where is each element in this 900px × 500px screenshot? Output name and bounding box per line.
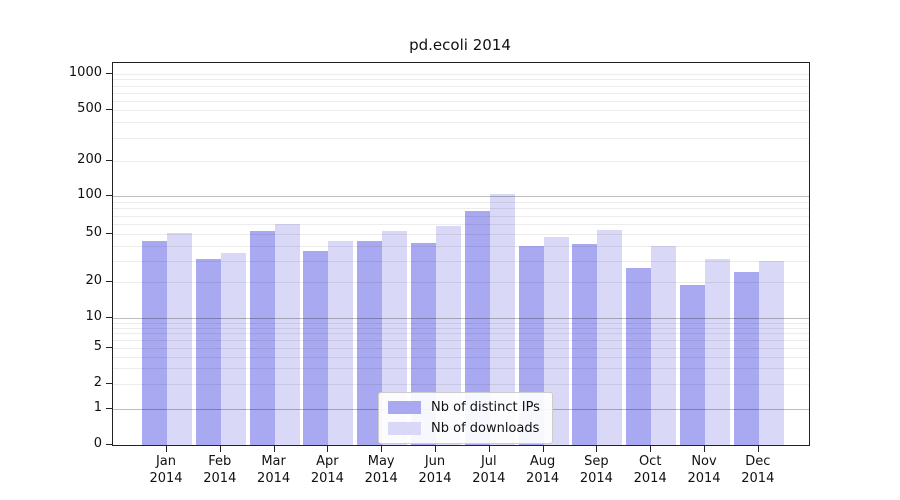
bar-feb-downloads xyxy=(220,252,246,445)
y-tick-mark xyxy=(106,317,112,318)
x-tick-mark xyxy=(596,446,598,452)
y-tick-mark xyxy=(106,160,112,161)
plot-area: Nb of distinct IPs Nb of downloads xyxy=(112,62,810,446)
x-tick-mark xyxy=(757,446,759,452)
y-tick-label: 100 xyxy=(77,187,102,202)
gridline-800 xyxy=(113,85,809,87)
bar-sep-ips xyxy=(572,244,598,445)
chart-title: pd.ecoli 2014 xyxy=(409,36,511,54)
x-tick-label-oct: Oct 2014 xyxy=(633,454,667,486)
gridline-200 xyxy=(113,161,809,162)
x-tick-mark xyxy=(542,446,544,452)
y-tick-label: 1 xyxy=(93,400,102,415)
bar-oct-downloads xyxy=(651,245,677,445)
y-tick-label: 50 xyxy=(85,225,102,240)
y-tick-mark xyxy=(106,233,112,234)
bar-dec-downloads xyxy=(758,260,784,445)
y-tick-label: 500 xyxy=(77,101,102,116)
gridline-40 xyxy=(113,245,809,247)
y-tick-label: 1000 xyxy=(68,65,102,80)
x-tick-mark xyxy=(166,446,167,452)
x-tick-label-jun: Jun 2014 xyxy=(418,454,452,486)
bar-apr-downloads xyxy=(328,240,354,445)
bar-jan-ips xyxy=(142,240,167,445)
bar-oct-ips xyxy=(626,268,652,445)
y-tick-mark xyxy=(106,383,112,384)
x-tick-label-dec: Dec 2014 xyxy=(741,454,775,486)
x-tick-label-aug: Aug 2014 xyxy=(526,454,560,486)
gridline-70 xyxy=(113,215,809,217)
x-tick-mark xyxy=(650,446,652,452)
y-tick-label: 20 xyxy=(85,273,102,288)
bar-mar-downloads xyxy=(274,224,300,445)
x-tick-mark xyxy=(219,446,221,452)
y-tick-label: 2 xyxy=(93,375,102,390)
x-tick-label-sep: Sep 2014 xyxy=(579,454,613,486)
gridline-60 xyxy=(113,224,809,225)
gridline-1000 xyxy=(113,74,809,75)
bar-mar-ips xyxy=(249,230,275,445)
y-tick-mark xyxy=(106,347,112,348)
legend-label-downloads: Nb of downloads xyxy=(431,421,540,436)
y-tick-label: 10 xyxy=(85,309,102,324)
x-tick-mark xyxy=(488,446,490,452)
x-tick-label-jul: Jul 2014 xyxy=(472,454,506,486)
y-tick-mark xyxy=(106,444,112,445)
y-tick-mark xyxy=(106,195,112,196)
gridline-100 xyxy=(113,196,809,197)
bar-jan-downloads xyxy=(167,232,192,445)
gridline-400 xyxy=(113,122,809,124)
y-tick-label: 200 xyxy=(77,152,102,167)
legend-swatch-distinct-ips xyxy=(388,401,421,414)
gridline-700 xyxy=(113,92,809,94)
x-tick-label-may: May 2014 xyxy=(364,454,398,486)
y-tick-mark xyxy=(106,408,112,409)
gridline-90 xyxy=(113,201,809,203)
x-tick-label-jan: Jan 2014 xyxy=(149,454,183,486)
y-tick-label: 0 xyxy=(93,436,102,451)
x-tick-mark xyxy=(273,446,275,452)
gridline-50 xyxy=(113,234,809,235)
x-tick-mark xyxy=(327,446,329,452)
gridline-80 xyxy=(113,208,809,210)
x-tick-label-mar: Mar 2014 xyxy=(257,454,291,486)
bar-nov-ips xyxy=(680,284,705,445)
bar-nov-downloads xyxy=(705,259,730,445)
y-tick-mark xyxy=(106,109,112,110)
x-tick-label-nov: Nov 2014 xyxy=(687,454,721,486)
legend-label-distinct-ips: Nb of distinct IPs xyxy=(431,400,540,415)
legend-item-distinct-ips: Nb of distinct IPs xyxy=(388,400,540,415)
bar-sep-downloads xyxy=(597,229,623,445)
bar-feb-ips xyxy=(195,259,221,445)
gridline-600 xyxy=(113,100,809,102)
gridline-500 xyxy=(113,110,809,111)
y-tick-mark xyxy=(106,73,112,74)
bar-apr-ips xyxy=(303,251,329,445)
legend-item-downloads: Nb of downloads xyxy=(388,421,540,436)
legend-swatch-downloads xyxy=(388,422,421,435)
legend: Nb of distinct IPs Nb of downloads xyxy=(378,392,553,444)
x-tick-mark xyxy=(435,446,436,452)
y-tick-mark xyxy=(106,281,112,282)
x-tick-mark xyxy=(381,446,383,452)
y-tick-label: 5 xyxy=(93,339,102,354)
gridline-300 xyxy=(113,138,809,140)
x-tick-label-feb: Feb 2014 xyxy=(203,454,237,486)
x-tick-mark xyxy=(704,446,705,452)
bar-dec-ips xyxy=(733,272,759,445)
gridline-900 xyxy=(113,79,809,81)
x-tick-label-apr: Apr 2014 xyxy=(310,454,344,486)
